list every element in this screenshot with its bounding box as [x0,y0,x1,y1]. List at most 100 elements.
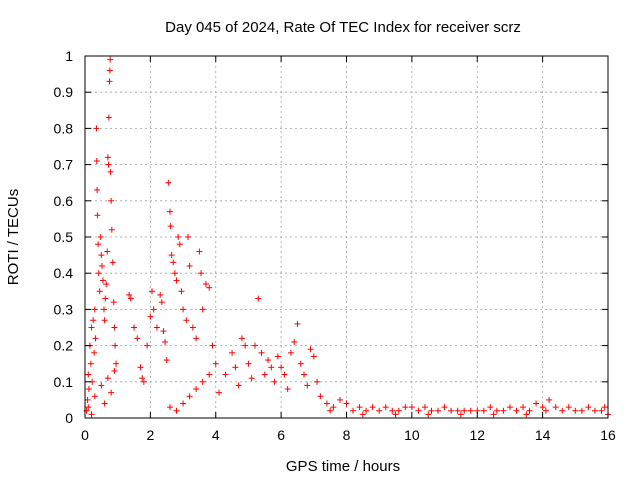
data-point [162,338,169,345]
data-point [297,360,304,367]
data-point [493,407,500,414]
data-point [189,324,196,331]
data-point [160,328,167,335]
data-point [150,306,157,313]
data-point [310,353,317,360]
y-tick-label: 0 [65,410,73,426]
data-point [166,404,173,411]
data-point [113,360,120,367]
data-point [173,407,180,414]
data-point [278,364,285,371]
data-point [457,411,464,418]
data-point [99,277,106,284]
data-point [94,212,101,219]
data-point [103,281,110,288]
data-point [552,404,559,411]
y-tick-label: 1 [65,48,73,64]
data-point [95,270,102,277]
data-point [304,382,311,389]
data-point [395,407,402,414]
data-point [153,324,160,331]
data-point [104,375,111,382]
data-point [180,400,187,407]
data-point [461,407,468,414]
data-point [539,404,546,411]
data-point [307,346,314,353]
data-point [261,371,268,378]
data-point [94,186,101,193]
data-point [327,407,334,414]
data-point [107,56,114,63]
data-point [212,360,219,367]
data-point [284,386,291,393]
data-point [163,357,170,364]
data-point [229,349,236,356]
data-point [104,248,111,255]
data-point [108,197,115,204]
data-point [100,306,107,313]
data-point [301,371,308,378]
data-point [206,371,213,378]
data-point [166,208,173,215]
data-point [88,324,95,331]
data-point [140,378,147,385]
y-tick-label: 0.9 [54,84,74,100]
data-point [369,404,376,411]
y-tick-label: 0.6 [54,193,74,209]
data-point [168,252,175,259]
data-point [206,284,213,291]
data-point [506,404,513,411]
data-point [180,306,187,313]
data-point [359,411,366,418]
x-tick-label: 4 [212,427,220,443]
data-point [176,241,183,248]
data-point [112,342,119,349]
data-point [170,259,177,266]
data-point [102,295,109,302]
data-point [105,114,112,121]
chart-title: Day 045 of 2024, Rate Of TEC Index for r… [165,19,521,36]
data-point [330,404,337,411]
data-point [183,317,190,324]
data-point [542,407,549,414]
y-tick-label: 0.7 [54,157,74,173]
data-point [294,320,301,327]
y-tick-label: 0.1 [54,374,74,390]
data-point [490,411,497,418]
data-point [591,407,598,414]
y-tick-label: 0.2 [54,338,74,354]
x-tick-label: 0 [81,427,89,443]
data-point [126,291,133,298]
data-point [110,299,117,306]
x-tick-label: 14 [535,427,551,443]
x-tick-label: 10 [404,427,420,443]
data-point [513,407,520,414]
data-point [91,306,98,313]
data-point [402,404,409,411]
data-point [104,154,111,161]
data-point [88,411,95,418]
data-point [186,393,193,400]
data-point [92,335,99,342]
points-layer [83,56,611,418]
data-point [487,404,494,411]
data-point [559,407,566,414]
data-point [87,360,94,367]
data-point [98,382,105,389]
data-point [127,295,134,302]
data-point [389,407,396,414]
data-point [93,125,100,132]
data-point [193,335,200,342]
data-point [90,317,97,324]
data-point [193,386,200,393]
data-point [248,375,255,382]
data-point [572,407,579,414]
data-point [109,259,116,266]
data-point [157,291,164,298]
x-axis-label: GPS time / hours [286,458,400,475]
data-point [235,382,242,389]
data-point [317,393,324,400]
data-point [216,389,223,396]
y-tick-label: 0.8 [54,120,74,136]
data-point [408,404,415,411]
